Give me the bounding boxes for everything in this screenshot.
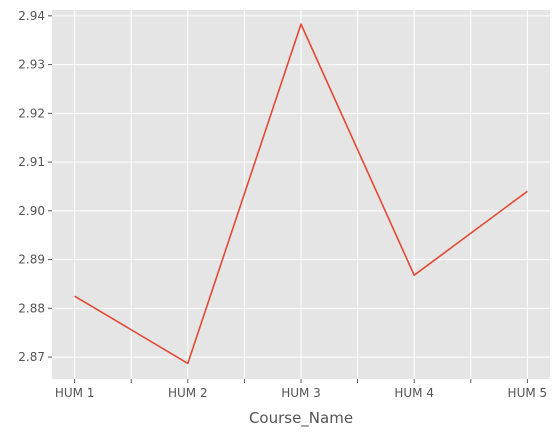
x-tick-label: HUM 5 bbox=[508, 386, 548, 400]
x-tick-labels: HUM 1 HUM 2 HUM 3 HUM 4 HUM 5 bbox=[55, 386, 547, 400]
y-tick-label: 2.93 bbox=[18, 58, 45, 72]
x-axis-label: Course_Name bbox=[249, 409, 353, 428]
y-tick-label: 2.94 bbox=[18, 9, 45, 23]
grid-lines bbox=[52, 10, 550, 379]
x-tick-label: HUM 3 bbox=[281, 386, 321, 400]
x-tick-label: HUM 2 bbox=[168, 386, 208, 400]
axis-ticks bbox=[48, 15, 528, 383]
y-tick-labels: 2.87 2.88 2.89 2.90 2.91 2.92 2.93 2.94 bbox=[18, 9, 45, 364]
y-tick-label: 2.92 bbox=[18, 106, 45, 120]
y-tick-label: 2.88 bbox=[18, 301, 45, 315]
y-tick-label: 2.89 bbox=[18, 253, 45, 267]
y-tick-label: 2.87 bbox=[18, 350, 45, 364]
series-lines bbox=[74, 23, 528, 365]
y-tick-label: 2.90 bbox=[18, 204, 45, 218]
x-tick-label: HUM 4 bbox=[394, 386, 434, 400]
x-tick-label: HUM 1 bbox=[55, 386, 95, 400]
y-tick-label: 2.91 bbox=[18, 155, 45, 169]
series-line bbox=[74, 23, 528, 365]
